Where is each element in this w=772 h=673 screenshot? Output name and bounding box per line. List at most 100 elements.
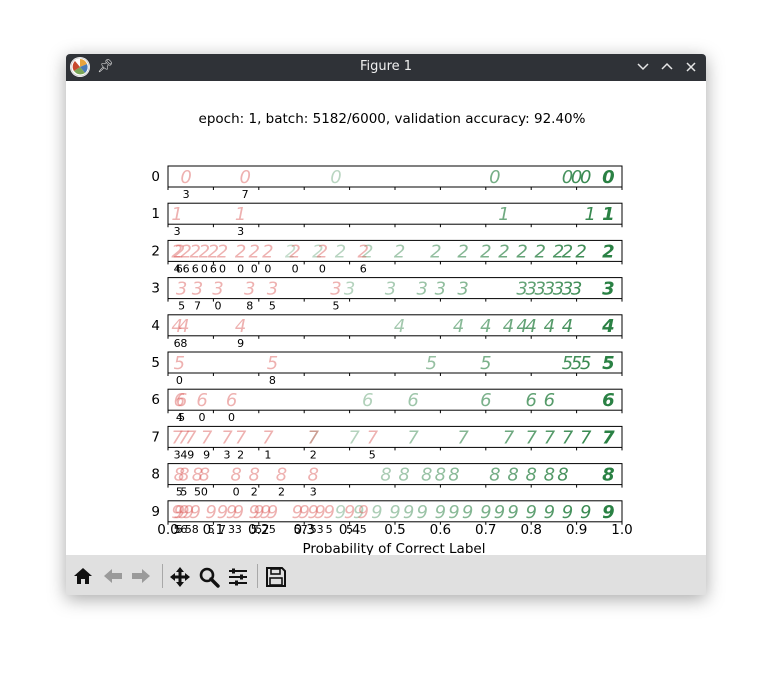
- correct-digit-mark: 0: [489, 167, 500, 188]
- save-button[interactable]: [265, 566, 287, 587]
- predicted-label: 0: [264, 262, 271, 275]
- title-bar[interactable]: 📌︎ Figure 1: [66, 54, 706, 81]
- pan-button[interactable]: [169, 566, 191, 587]
- correct-digit-mark: 7: [348, 427, 360, 448]
- predicted-label: 3: [235, 523, 242, 536]
- correct-digit-mark: 2: [394, 241, 405, 262]
- correct-digit-mark: 2: [430, 241, 441, 262]
- predicted-label: 0: [176, 374, 183, 387]
- wrong-digit-mark: 9: [298, 502, 309, 523]
- correct-digit-mark: 0: [571, 167, 582, 188]
- predicted-label: 5: [208, 523, 215, 536]
- wrong-digit-mark: 9: [344, 502, 355, 523]
- correct-digit-mark: 5: [580, 353, 591, 374]
- predicted-label: 3: [224, 448, 231, 461]
- correct-digit-mark: 4: [516, 316, 527, 337]
- wrong-digit-mark: 8: [276, 465, 287, 486]
- predicted-label: 5: [346, 523, 353, 536]
- predicted-label: 3: [237, 225, 244, 238]
- row-2: 2 2 2 2 2 2 2 2 2 2 2 2 22 2 2242626262026202020202020…: [151, 239, 623, 275]
- predicted-label: 6: [176, 262, 183, 275]
- correct-digit-mark: 9: [435, 502, 446, 523]
- configure-subplots-button[interactable]: [227, 566, 249, 586]
- predicted-label: 4: [174, 262, 181, 275]
- correct-digit-mark: 2: [480, 241, 491, 262]
- predicted-label: 9: [187, 448, 194, 461]
- maximize-button[interactable]: [658, 58, 676, 76]
- arrow-right-icon: [132, 569, 150, 583]
- correct-digit-mark: 2: [535, 241, 546, 262]
- wrong-digit-mark: 1: [171, 204, 182, 225]
- predicted-label: 3: [174, 448, 181, 461]
- correct-digit-mark: 9: [403, 502, 414, 523]
- predicted-label: 0: [319, 262, 326, 275]
- correct-digit-mark: 3: [535, 279, 546, 300]
- correct-digit-mark: 5: [571, 353, 582, 374]
- correct-digit-mark: 0: [330, 167, 341, 188]
- home-button[interactable]: [72, 566, 94, 586]
- predicted-label: 8: [246, 300, 253, 313]
- predicted-label: 9: [203, 448, 210, 461]
- wrong-digit-mark: 3: [267, 279, 278, 300]
- figure-canvas[interactable]: epoch: 1, batch: 5182/6000, validation a…: [66, 81, 706, 557]
- pin-icon[interactable]: 📌︎: [97, 59, 114, 74]
- minimize-button[interactable]: [634, 58, 652, 76]
- correct-digit-mark: 8: [448, 465, 459, 486]
- home-icon: [74, 568, 92, 584]
- predicted-label: 0: [233, 486, 240, 499]
- correct-digit-mark: 9: [580, 502, 591, 523]
- correct-digit-mark: 9: [525, 502, 536, 523]
- wrong-digit-mark: 9: [190, 502, 201, 523]
- row-axes-frame: [167, 351, 623, 374]
- wrong-digit-mark: 2: [199, 241, 210, 262]
- wrong-digit-mark: 9: [357, 502, 368, 523]
- correct-digit-mark: 3: [516, 279, 527, 300]
- floppy-disk-icon: [266, 567, 286, 587]
- close-icon: [686, 62, 696, 72]
- chart-title: epoch: 1, batch: 5182/6000, validation a…: [199, 111, 586, 127]
- correct-digit-mark: 2: [498, 241, 509, 262]
- predicted-label: 5: [180, 486, 187, 499]
- row-label: 4: [151, 318, 160, 334]
- predicted-label: 2: [310, 448, 317, 461]
- correct-digit-mark: 1: [498, 204, 509, 225]
- correct-digit-mark: 2: [362, 241, 373, 262]
- predicted-label: 5: [310, 523, 317, 536]
- predicted-label: 2: [237, 448, 244, 461]
- correct-digit-mark: 4: [453, 316, 464, 337]
- correct-digit-mark: 8: [380, 465, 391, 486]
- wrong-digit-mark: 4: [235, 316, 246, 337]
- wrong-digit-mark: 0: [239, 167, 250, 188]
- wrong-digit-mark: 7: [262, 427, 274, 448]
- correct-digit-mark: 2: [553, 241, 564, 262]
- wrong-digit-mark: 8: [174, 465, 185, 486]
- correct-digit-mark: 8: [435, 465, 446, 486]
- back-button[interactable]: [102, 566, 124, 586]
- predicted-label: 3: [183, 188, 190, 201]
- correct-digit-mark: 9: [335, 502, 346, 523]
- close-button[interactable]: [682, 58, 700, 76]
- wrong-digit-mark: 1: [235, 204, 246, 225]
- correct-digit-mark: 1: [602, 204, 615, 225]
- figure-window: 📌︎ Figure 1 epoch: 1, batch: 5182/6000, …: [66, 54, 706, 595]
- predicted-label: 6: [180, 523, 187, 536]
- x-axis: 0.0 0.1 0.2 0.3 0.4 0.5 0.6 0.7 0.8 0.9 1.0: [157, 522, 632, 538]
- zoom-button[interactable]: [198, 566, 220, 588]
- correct-digit-mark: 9: [480, 502, 491, 523]
- wrong-digit-mark: 3: [244, 279, 255, 300]
- wrong-digit-mark: 2: [171, 241, 182, 262]
- row-label: 9: [151, 504, 160, 520]
- predicted-label: 5: [332, 300, 339, 313]
- wrong-digit-mark: 9: [249, 502, 260, 523]
- correct-digit-mark: 8: [525, 465, 536, 486]
- x-tick-label: 0.3: [293, 522, 314, 538]
- correct-digit-mark: 3: [457, 279, 468, 300]
- wrong-digit-mark: 9: [233, 502, 244, 523]
- forward-button[interactable]: [130, 566, 152, 586]
- correct-digit-mark: 9: [371, 502, 382, 523]
- navigation-toolbar: [66, 555, 706, 595]
- predicted-label: 5: [194, 486, 201, 499]
- toolbar-separator: [162, 564, 163, 588]
